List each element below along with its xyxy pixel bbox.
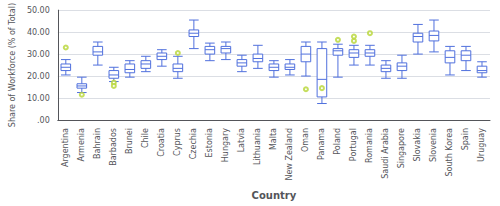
- svg-text:Latvia: Latvia: [237, 128, 246, 152]
- svg-text:20.00: 20.00: [27, 72, 50, 81]
- svg-text:Argentina: Argentina: [61, 128, 70, 167]
- svg-text:Saudi Arabia: Saudi Arabia: [381, 128, 390, 179]
- svg-text:Czechia: Czechia: [189, 128, 198, 159]
- svg-text:Lithuania: Lithuania: [253, 128, 262, 165]
- svg-text:Estonia: Estonia: [205, 128, 214, 158]
- svg-text:Hungary: Hungary: [221, 128, 230, 162]
- svg-text:Portugal: Portugal: [349, 128, 358, 161]
- svg-text:Spain: Spain: [461, 128, 470, 150]
- svg-text:30.00: 30.00: [27, 50, 50, 59]
- svg-text:Cyprus: Cyprus: [173, 128, 182, 156]
- svg-text:Country: Country: [252, 190, 297, 201]
- svg-text:Chile: Chile: [141, 128, 150, 148]
- svg-text:10.00: 10.00: [27, 94, 50, 103]
- svg-text:Slovenia: Slovenia: [429, 128, 438, 162]
- svg-text:Brunei: Brunei: [125, 128, 134, 154]
- svg-text:New Zealand: New Zealand: [285, 128, 294, 181]
- svg-text:Uruguay: Uruguay: [477, 128, 486, 162]
- svg-text:Malta: Malta: [269, 128, 278, 150]
- svg-text:Singapore: Singapore: [397, 128, 406, 168]
- svg-text:.00: .00: [37, 116, 50, 125]
- svg-text:Slovakia: Slovakia: [413, 128, 422, 162]
- svg-text:Croatia: Croatia: [157, 128, 166, 157]
- svg-text:Panama: Panama: [317, 128, 326, 160]
- svg-text:40.00: 40.00: [27, 28, 50, 37]
- svg-text:Bahrain: Bahrain: [93, 128, 102, 159]
- svg-text:Share of Workforce (% of Total: Share of Workforce (% of Total): [8, 3, 17, 127]
- svg-text:Romania: Romania: [365, 128, 374, 163]
- svg-text:South Korea: South Korea: [445, 128, 454, 177]
- svg-text:Armenia: Armenia: [77, 128, 86, 162]
- svg-text:50.00: 50.00: [27, 6, 50, 15]
- svg-text:Poland: Poland: [333, 128, 342, 155]
- svg-text:Oman: Oman: [301, 128, 310, 152]
- svg-text:Barbados: Barbados: [109, 128, 118, 166]
